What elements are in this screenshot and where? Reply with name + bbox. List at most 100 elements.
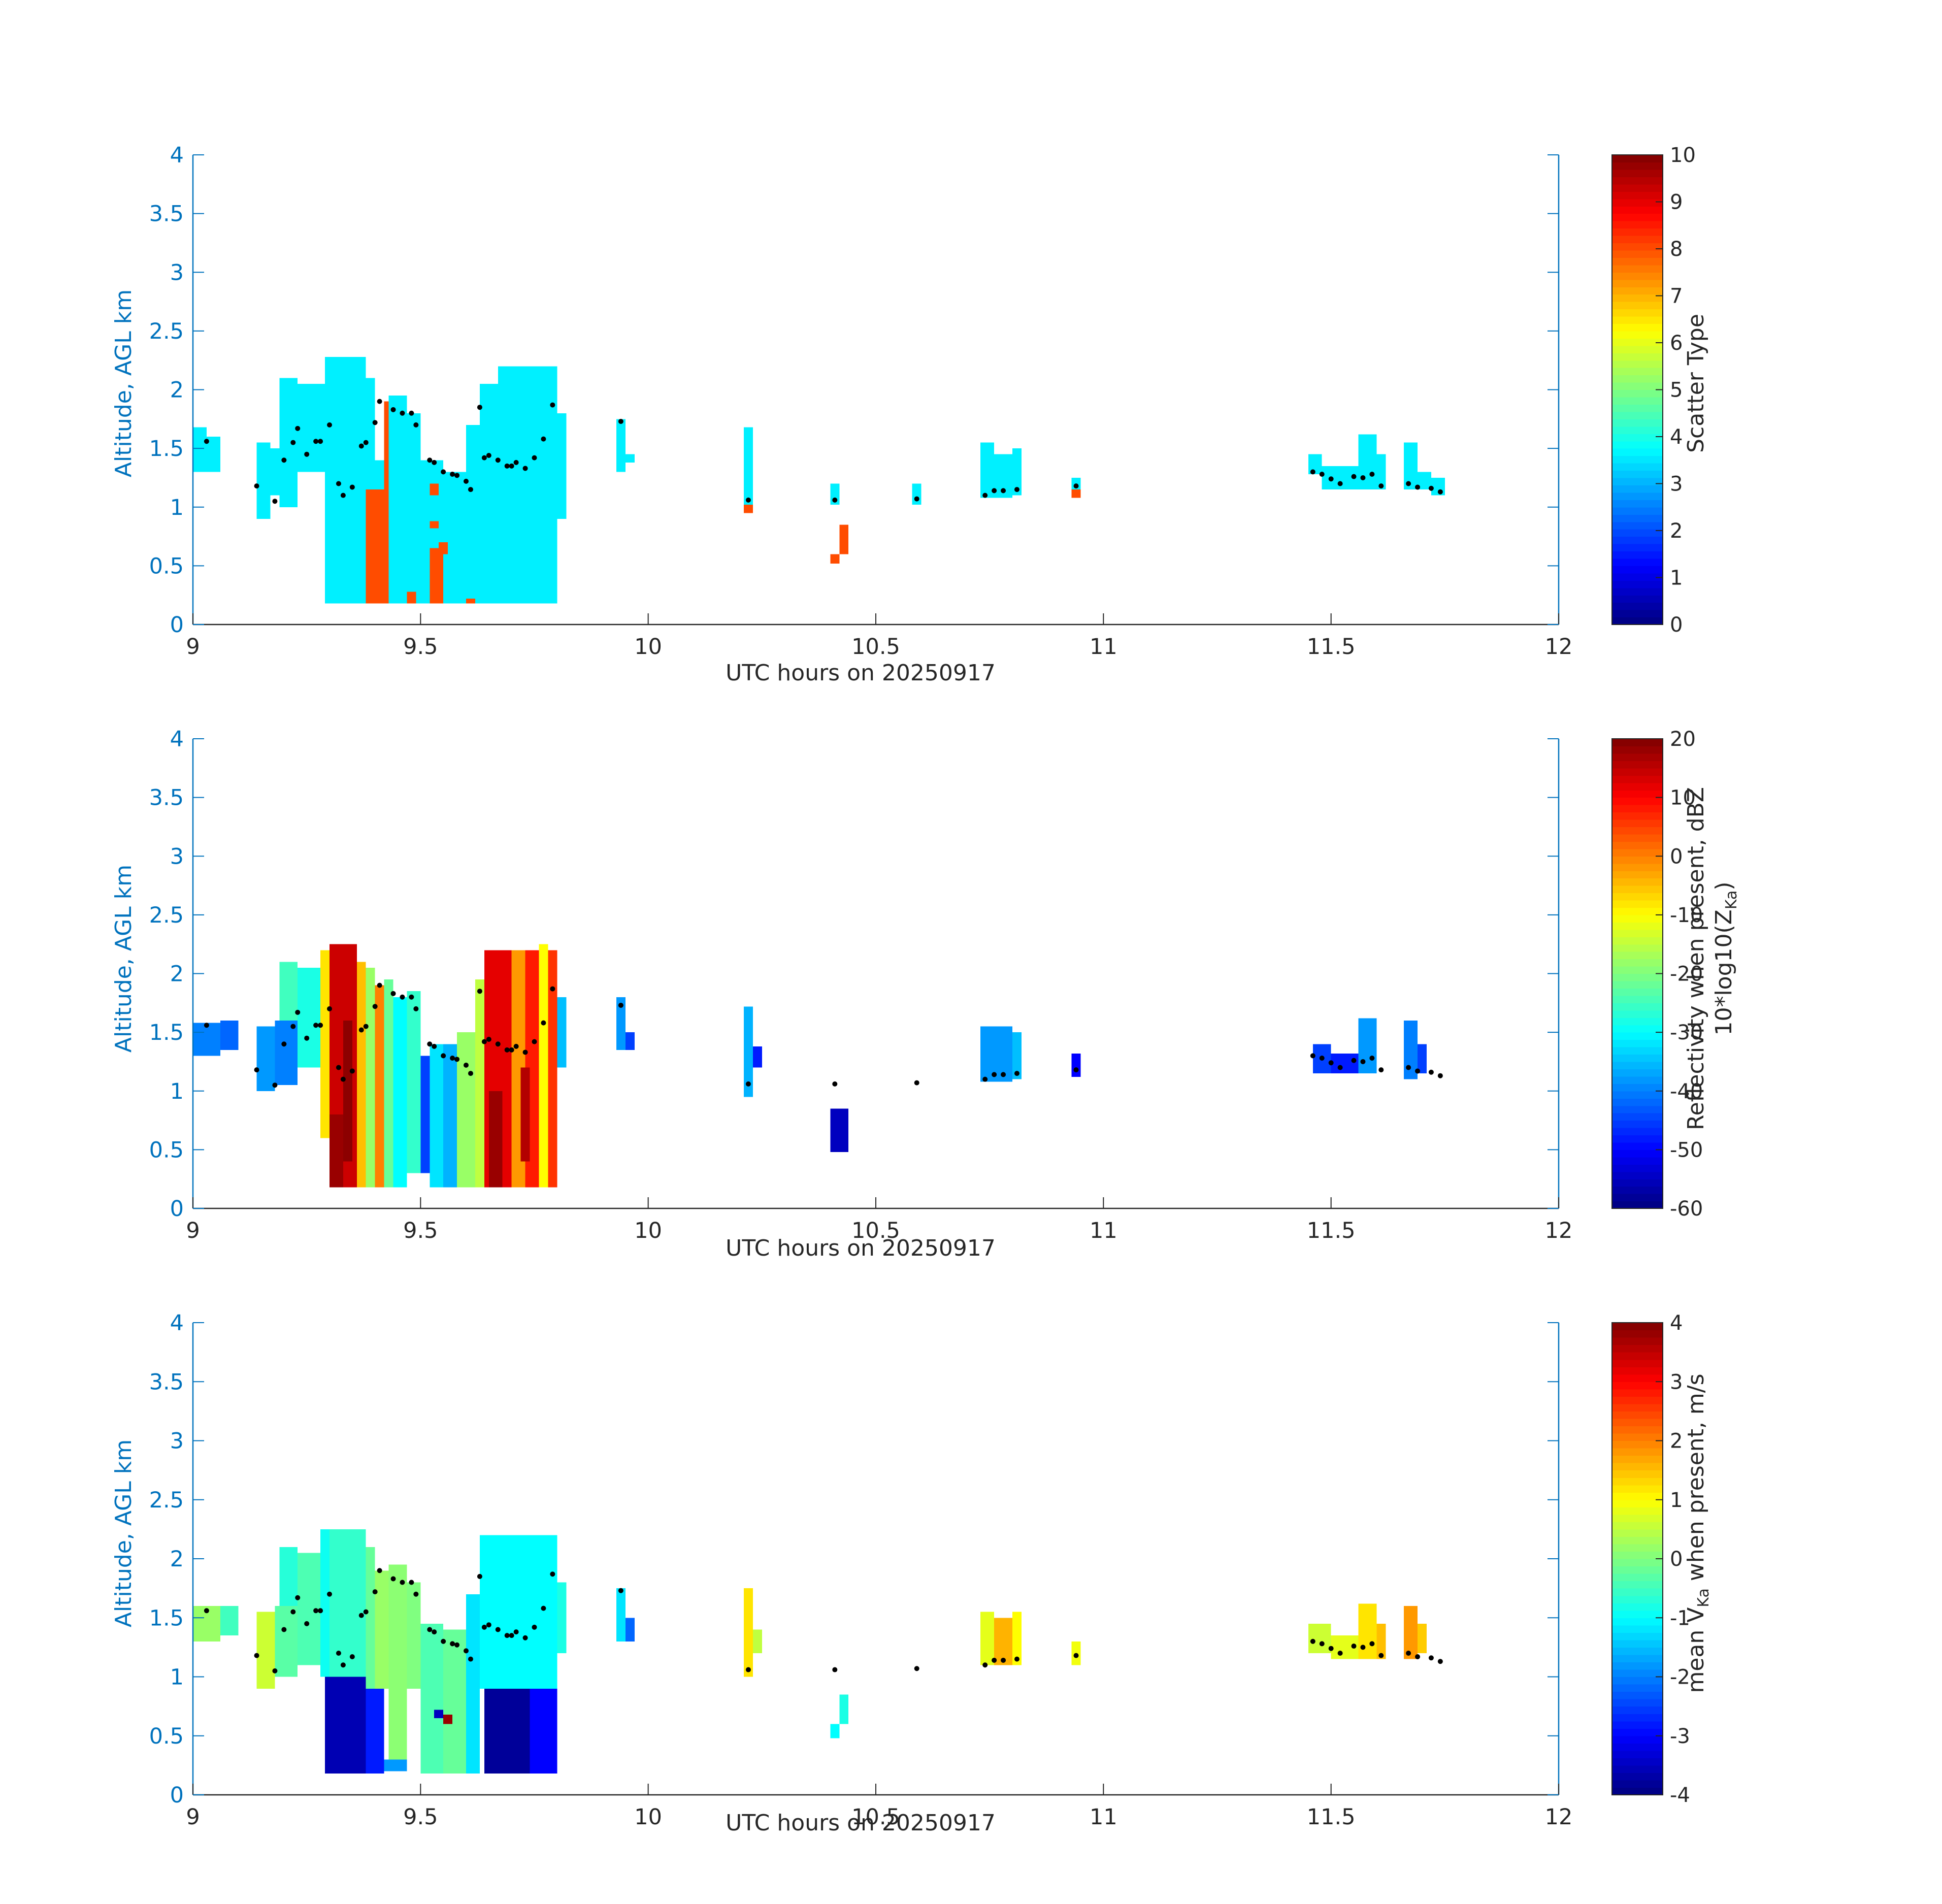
panel-1-colorbar-step-18: [1612, 485, 1663, 493]
panel-2-colorbar-tick-label-2: -40: [1670, 1080, 1703, 1103]
panel-3-colorbar-step-11: [1612, 1706, 1663, 1714]
panel-2-cloud-base-dot-17: [390, 991, 396, 996]
panel-1-colorbar-tick-label-4: 4: [1670, 425, 1683, 449]
panel-2-xlabel: UTC hours on 20250917: [726, 1235, 996, 1261]
panel-2-cloud-base-dot-8: [318, 1023, 323, 1028]
panel-1-colorbar-step-7: [1612, 566, 1663, 574]
panel-2-colorbar-step-20: [1612, 1054, 1663, 1062]
panel-1-colorbar-step-9: [1612, 551, 1663, 559]
panel-3-xtick-label-5: 11.5: [1307, 1804, 1356, 1830]
panel-2-cell-32: [1071, 1053, 1081, 1077]
panel-1-cell-44: [1071, 489, 1081, 498]
panel-1-colorbar-step-3: [1612, 595, 1663, 603]
panel-1-colorbar-step-27: [1612, 419, 1663, 427]
panel-3-colorbar-step-23: [1612, 1618, 1663, 1626]
panel-1-colorbar-step-51: [1612, 243, 1663, 251]
panel-3-cloud-base-dot-36: [532, 1624, 537, 1630]
panel-3-cloud-base-dot-18: [400, 1580, 405, 1585]
panel-2-cell-17: [457, 1032, 475, 1188]
panel-3-cloud-base-dot-52: [1351, 1644, 1357, 1649]
panel-1-colorbar-step-52: [1612, 235, 1663, 244]
panel-2-cells: [193, 944, 1427, 1188]
panel-3-colorbar-step-60: [1612, 1344, 1663, 1353]
panel-2-colorbar-step-39: [1612, 914, 1663, 923]
panel-1-cell-19: [743, 427, 753, 507]
panel-2-cloud-base-dot-27: [468, 1071, 473, 1076]
panel-2-colorbar-step-41: [1612, 900, 1663, 908]
panel-2-cloud-base-dot-30: [486, 1037, 491, 1042]
panel-2-colorbar-step-43: [1612, 885, 1663, 894]
panel-3-cloud-base-dot-4: [290, 1609, 296, 1615]
panel-2-colorbar-step-18: [1612, 1069, 1663, 1077]
panel-3-ylabel: Altitude, AGL km: [111, 1439, 137, 1627]
panel-2-colorbar-step-32: [1612, 966, 1663, 974]
panel-3-colorbar-step-20: [1612, 1639, 1663, 1648]
panel-1-colorbar-step-12: [1612, 529, 1663, 537]
panel-2-colorbar-step-63: [1612, 739, 1663, 747]
panel-3-colorbar-step-40: [1612, 1492, 1663, 1500]
panel-1-cloud-base-dot-58: [1428, 485, 1434, 491]
panel-2-cloud-base-dot-51: [1337, 1065, 1343, 1070]
panel-2-colorbar-step-8: [1612, 1142, 1663, 1150]
panel-1-cloud-base-dot-17: [390, 407, 396, 412]
panel-1-cell-10: [407, 413, 421, 604]
panel-3-xtick-label-1: 9.5: [403, 1804, 438, 1830]
panel-1-colorbar-step-34: [1612, 368, 1663, 376]
panel-3-cloud-base-dot-7: [313, 1608, 319, 1614]
panel-1-cloud-base-dot-1: [254, 483, 259, 489]
panel-3-colorbar-step-63: [1612, 1323, 1663, 1331]
panel-3-cloud-base-dot-26: [464, 1648, 469, 1654]
panel-3-ytick-label-5: 2.5: [149, 1488, 184, 1513]
panel-3-colorbar-step-52: [1612, 1403, 1663, 1411]
panel-1-ytick-label-6: 3: [170, 260, 184, 285]
panel-2-cell-18: [475, 979, 484, 1188]
panel-3-colorbar-step-43: [1612, 1470, 1663, 1478]
panel-3-colorbar-step-59: [1612, 1352, 1663, 1360]
panel-3-cell-10: [388, 1564, 407, 1760]
panel-3-cloud-base-dot-28: [477, 1573, 482, 1579]
panel-2-xtick-label-3: 10.5: [851, 1218, 900, 1243]
panel-2-cell-6: [320, 950, 330, 1138]
panel-2-cloud-base-dot-54: [1369, 1056, 1375, 1061]
panel-2-colorbar-step-57: [1612, 782, 1663, 791]
panel-1-cloud-base-dot-6: [304, 451, 310, 457]
panel-2-cloud-base-dot-44: [992, 1072, 997, 1077]
panel-2-cloud-base-dot-2: [272, 1082, 278, 1088]
panel-2-xtick-label-5: 11.5: [1307, 1218, 1356, 1243]
panel-1-cloud-base-dot-9: [327, 422, 332, 428]
panel-2-cell-28: [752, 1046, 762, 1068]
panel-1-cloud-base-dot-52: [1351, 474, 1357, 479]
panel-1-cell-33: [366, 489, 384, 604]
panel-1-cell-2: [256, 442, 271, 519]
panel-2-colorbar-step-2: [1612, 1186, 1663, 1194]
panel-2-colorbar-tick-label-1: -50: [1670, 1138, 1703, 1162]
panel-2-cloud-base-dot-3: [281, 1041, 287, 1047]
panel-1-cell-37: [430, 521, 439, 529]
panel-2-colorbar-step-53: [1612, 812, 1663, 820]
panel-2-colorbar-step-1: [1612, 1194, 1663, 1202]
panel-3-cell-38: [443, 1714, 453, 1724]
panel-1-colorbar-step-15: [1612, 507, 1663, 515]
panel-3-cloud-base-dot-25: [454, 1642, 460, 1648]
panel-3-cloud-base-dot-30: [486, 1622, 491, 1628]
panel-3-cloud-base-dot-34: [513, 1629, 519, 1635]
panel-2-cell-8: [356, 962, 366, 1188]
panel-1-xlabel: UTC hours on 20250917: [726, 660, 996, 686]
panel-1-cloud-base-dot-56: [1406, 481, 1411, 486]
panel-3-cell-6: [320, 1529, 330, 1677]
panel-1-cloud-base-dot-29: [481, 455, 487, 461]
panel-2-colorbar-step-50: [1612, 834, 1663, 842]
panel-1-colorbar-step-44: [1612, 294, 1663, 302]
panel-1-cloud-base-dot-11: [340, 493, 346, 498]
panel-3-cell-25: [1012, 1612, 1022, 1665]
panel-1-colorbar-step-32: [1612, 382, 1663, 390]
panel-2-cloud-base-dot-55: [1378, 1067, 1384, 1073]
panel-1-colorbar-step-14: [1612, 514, 1663, 522]
panel-1-colorbar-step-29: [1612, 404, 1663, 412]
panel-1-cell-40: [430, 483, 439, 496]
panel-3-colorbar-step-2: [1612, 1772, 1663, 1781]
panel-3-cloud-base-dot-53: [1360, 1645, 1366, 1650]
panel-2-cloud-base-dot-1: [254, 1067, 259, 1073]
